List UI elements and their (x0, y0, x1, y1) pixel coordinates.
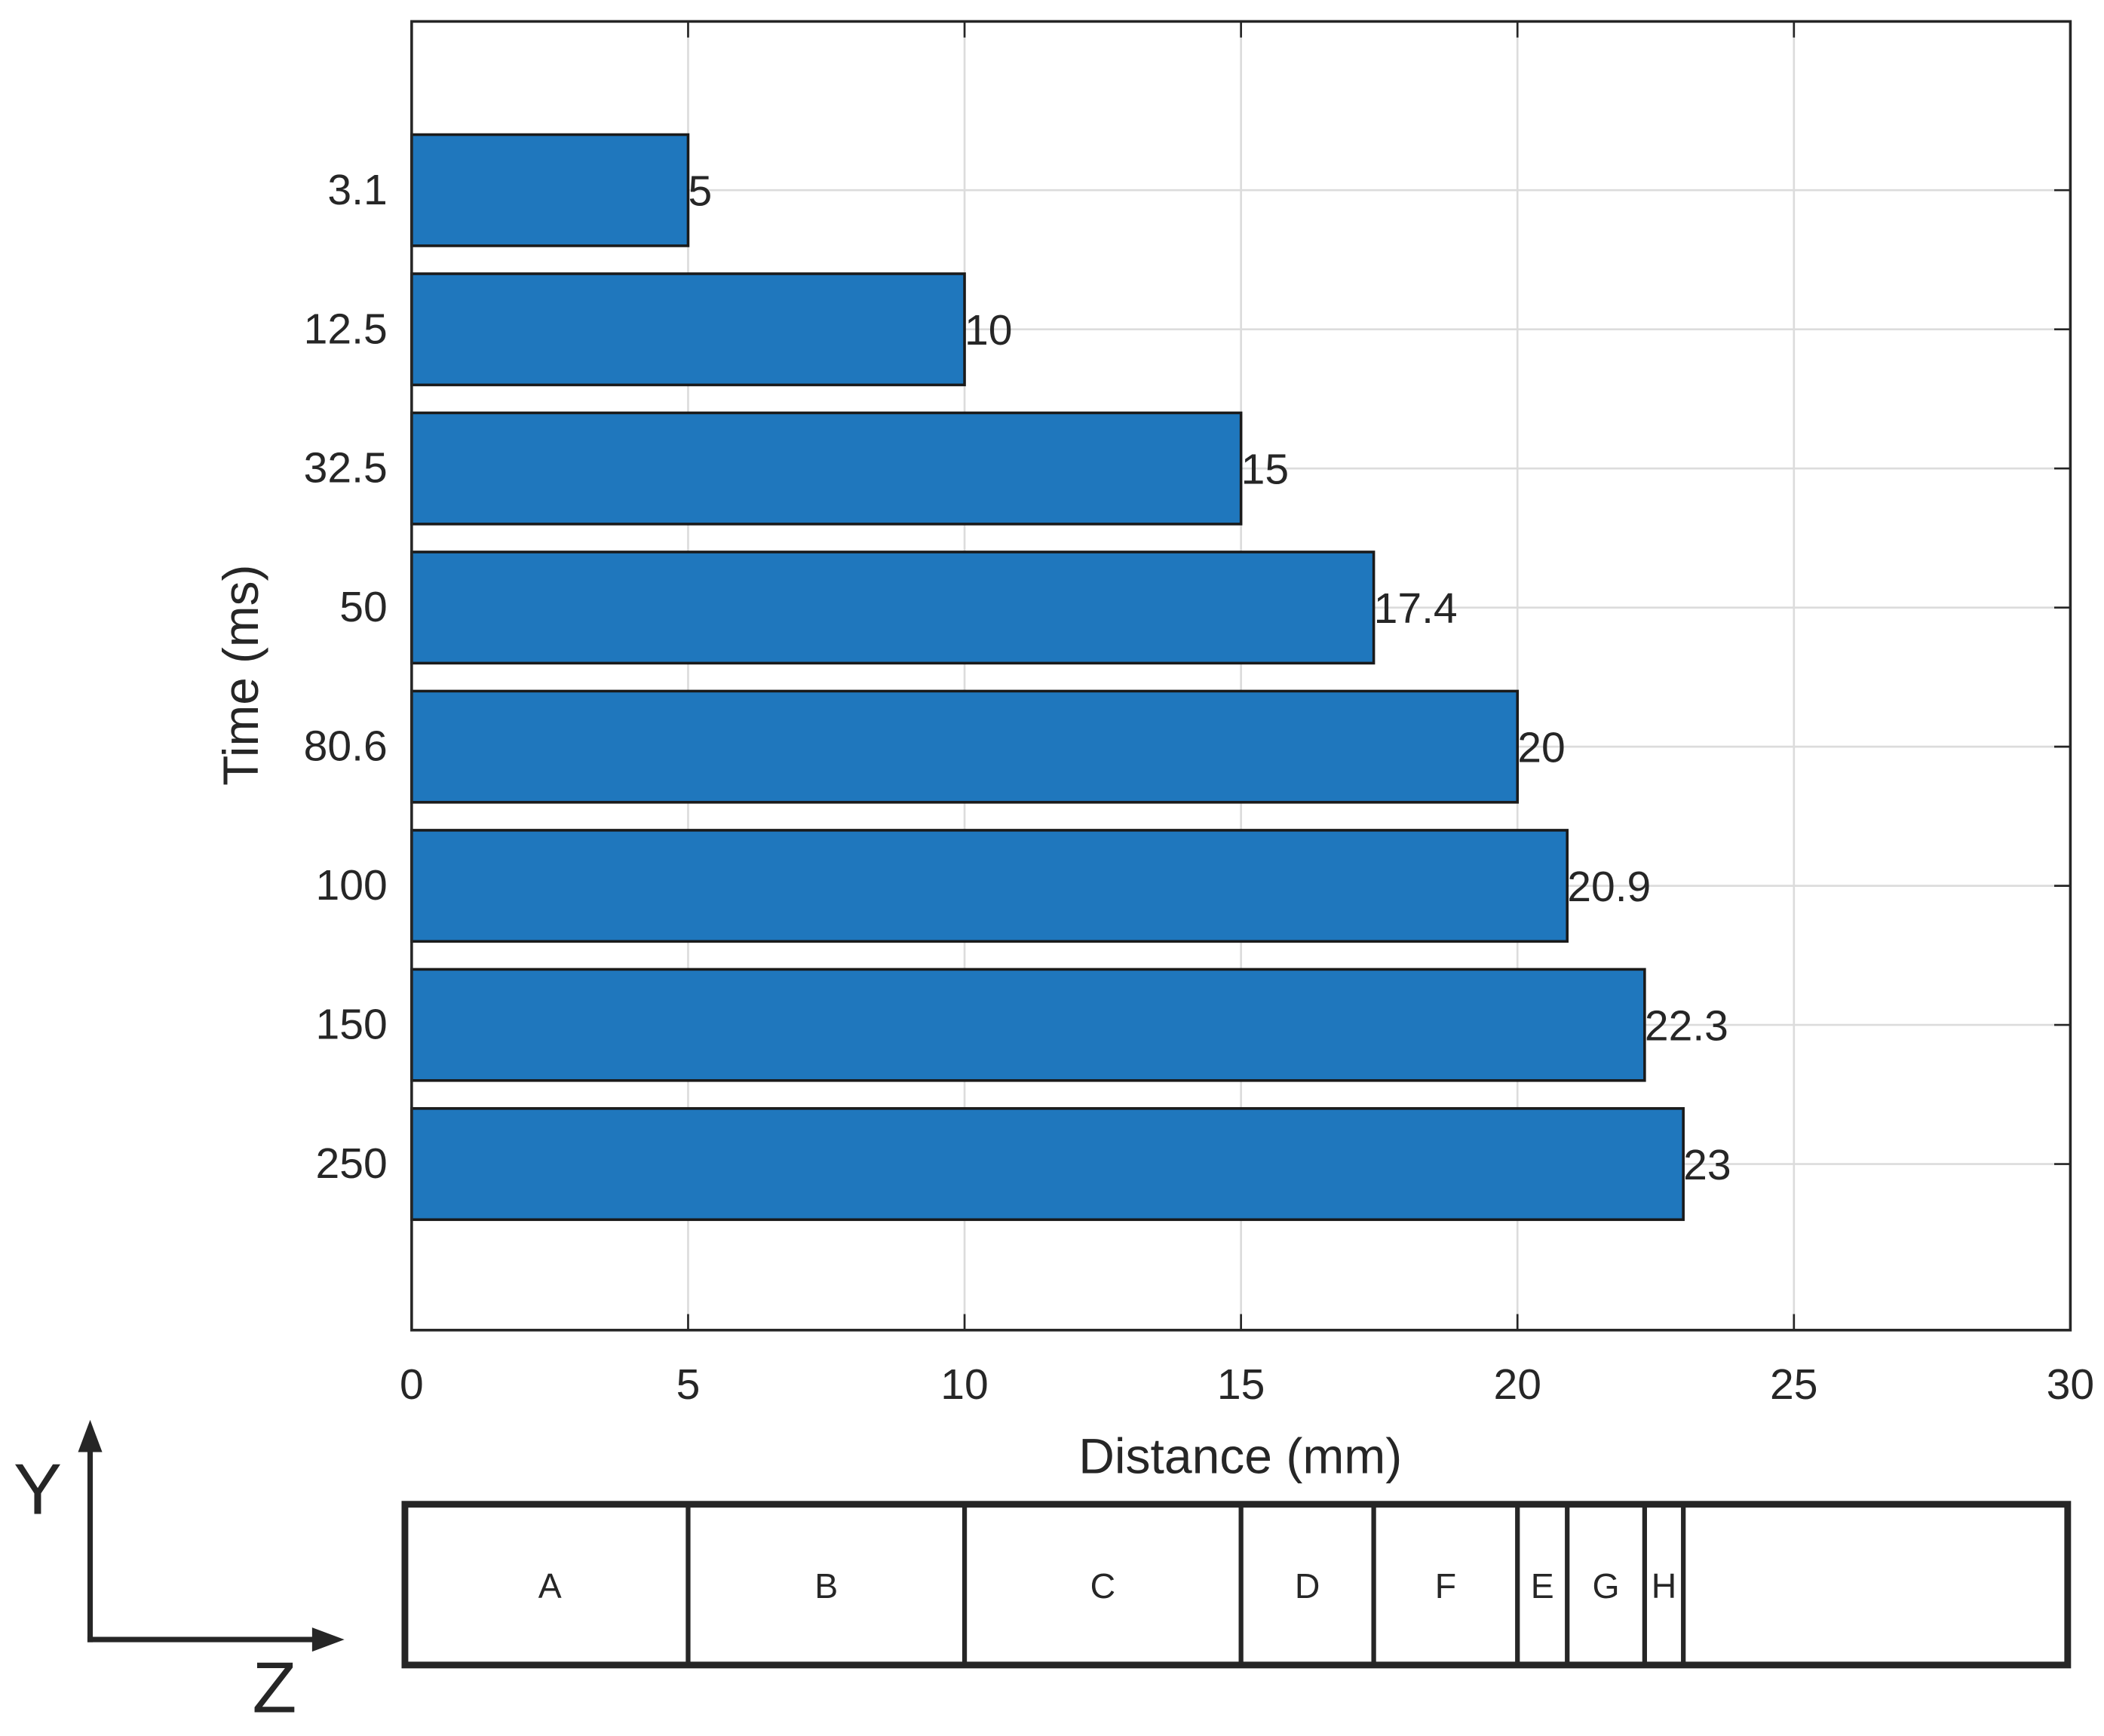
bar (410, 272, 966, 387)
plot-frame (410, 20, 2072, 1332)
x-axis-label: Distance (mm) (1078, 1428, 1402, 1484)
z-arrow-head (311, 1627, 345, 1652)
strip-label: F (1435, 1566, 1456, 1606)
strip-label: G (1592, 1566, 1619, 1606)
data-label: 15 (1241, 446, 1289, 494)
x-tick-label: 15 (1217, 1360, 1265, 1409)
bar (410, 829, 1569, 943)
data-label: 10 (965, 306, 1012, 354)
strip-label: E (1531, 1566, 1554, 1606)
strip-label: H (1652, 1566, 1676, 1606)
data-label: 20.9 (1567, 863, 1651, 911)
x-tick-label: 5 (676, 1360, 701, 1409)
z-axis-letter: Z (252, 1648, 296, 1728)
y-axis-label: Time (ms) (213, 565, 268, 786)
y-tick-label: 100 (316, 861, 388, 909)
y-tick-label: 150 (316, 1001, 388, 1049)
y-tick-label: 12.5 (304, 305, 388, 353)
strip-frame (401, 1501, 2072, 1669)
bar (410, 133, 690, 247)
y-axis-letter: Y (14, 1449, 62, 1530)
strip-label: A (538, 1566, 562, 1606)
data-label: 5 (688, 167, 712, 216)
x-tick-label: 0 (400, 1360, 424, 1409)
data-label: 23 (1683, 1141, 1731, 1189)
strip-label: D (1295, 1566, 1320, 1606)
data-label: 20 (1517, 724, 1565, 772)
y-tick-label: 80.6 (304, 722, 388, 771)
bar (410, 968, 1646, 1082)
y-tick-label: 250 (316, 1139, 388, 1188)
strip-label: C (1090, 1566, 1115, 1606)
x-tick-label: 10 (940, 1360, 988, 1409)
data-label: 17.4 (1374, 584, 1458, 633)
y-tick-label: 3.1 (327, 166, 387, 214)
y-tick-label: 50 (339, 583, 387, 631)
x-tick-label: 20 (1493, 1360, 1541, 1409)
bar (410, 551, 1376, 665)
y-arrow-head (78, 1419, 103, 1452)
axes-icon: Y Z (14, 1419, 345, 1728)
bar (410, 411, 1243, 526)
bar (410, 689, 1520, 804)
x-tick-label: 30 (2047, 1360, 2094, 1409)
strip-label: B (814, 1566, 838, 1606)
data-label: 22.3 (1645, 1002, 1728, 1050)
x-tick-label: 25 (1770, 1360, 1817, 1409)
y-tick-label: 32.5 (304, 444, 388, 492)
bar (410, 1107, 1685, 1222)
